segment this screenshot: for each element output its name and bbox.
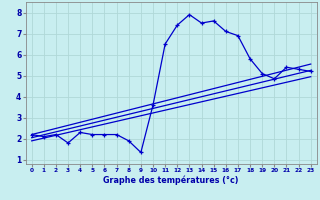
X-axis label: Graphe des températures (°c): Graphe des températures (°c) [103, 176, 239, 185]
